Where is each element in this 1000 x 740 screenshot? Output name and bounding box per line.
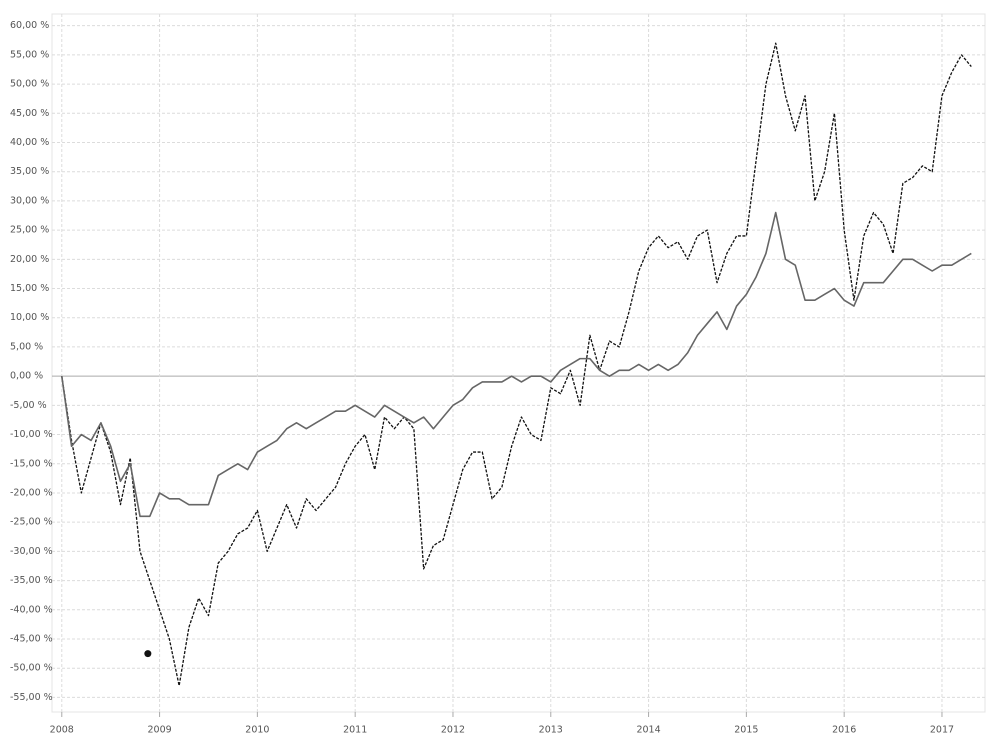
data-line (61, 42, 972, 687)
x-tick-label: 2012 (441, 725, 465, 736)
x-tick-label: 2013 (539, 725, 563, 736)
x-tick-label: 2014 (636, 725, 660, 736)
y-tick-label: -10,00 % (10, 429, 53, 440)
x-tick-label: 2015 (734, 725, 758, 736)
y-tick-label: 10,00 % (10, 312, 49, 323)
y-tick-label: -45,00 % (10, 633, 53, 644)
y-tick-label: 60,00 % (10, 20, 49, 31)
y-tick-label: -20,00 % (10, 487, 53, 498)
y-tick-label: 50,00 % (10, 79, 49, 90)
y-tick-label: 40,00 % (10, 137, 49, 148)
y-tick-label: 20,00 % (10, 254, 49, 265)
y-tick-label: 35,00 % (10, 166, 49, 177)
x-tick-label: 2016 (832, 725, 856, 736)
y-tick-label: -40,00 % (10, 604, 53, 615)
y-tick-label: 5,00 % (10, 341, 43, 352)
y-tick-label: -55,00 % (10, 692, 53, 703)
y-tick-label: 25,00 % (10, 225, 49, 236)
x-tick-label: 2008 (50, 725, 74, 736)
y-tick-label: -5,00 % (10, 400, 47, 411)
y-tick-label: 15,00 % (10, 283, 49, 294)
y-tick-label: -30,00 % (10, 546, 53, 557)
x-tick-label: 2011 (343, 725, 367, 736)
y-tick-label: -50,00 % (10, 663, 53, 674)
data-line (60, 211, 972, 518)
plot-area (51, 13, 986, 713)
x-tick-label: 2009 (147, 725, 171, 736)
y-tick-label: 45,00 % (10, 108, 49, 119)
x-tick-label: 2017 (930, 725, 954, 736)
y-tick-label: 0,00 % (10, 371, 43, 382)
y-tick-label: -35,00 % (10, 575, 53, 586)
x-tick-label: 2010 (245, 725, 269, 736)
y-tick-label: 55,00 % (10, 49, 49, 60)
y-tick-label: -25,00 % (10, 517, 53, 528)
y-tick-label: -15,00 % (10, 458, 53, 469)
marker-dot (144, 650, 152, 658)
y-tick-label: 30,00 % (10, 195, 49, 206)
